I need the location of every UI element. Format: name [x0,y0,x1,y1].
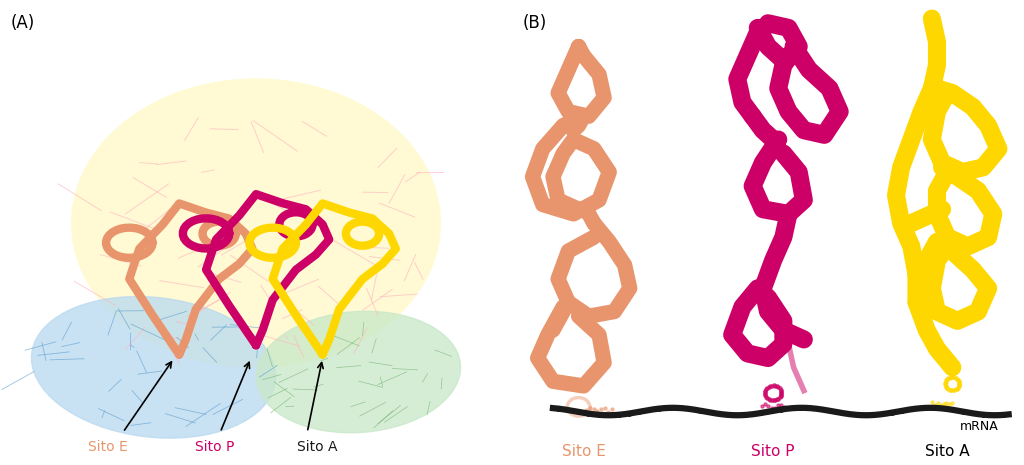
Ellipse shape [72,79,440,367]
Text: Sito E: Sito E [562,445,605,459]
Ellipse shape [32,297,275,438]
Text: Sito P: Sito P [196,440,234,454]
Text: (A): (A) [10,14,35,32]
Text: mRNA: mRNA [961,420,998,433]
Text: Sito P: Sito P [752,445,795,459]
Text: Sito E: Sito E [88,440,127,454]
Text: (B): (B) [522,14,547,32]
Ellipse shape [256,311,461,433]
Text: Sito A: Sito A [297,440,338,454]
Text: Sito A: Sito A [925,445,970,459]
